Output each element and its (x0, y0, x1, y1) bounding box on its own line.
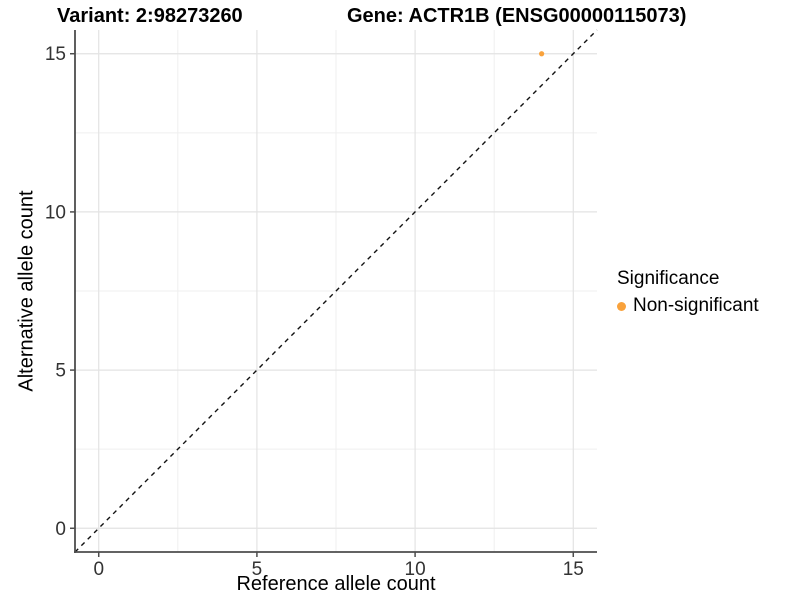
plot-title-variant: Variant: 2:98273260 (57, 5, 243, 27)
y-tick-label: 15 (45, 44, 66, 65)
legend-point-icon (617, 301, 626, 311)
legend-item-non-significant: Non-significant (617, 295, 759, 317)
y-axis-title: Alternative allele count (15, 190, 38, 392)
legend: Significance Non-significant (617, 268, 759, 317)
y-tick-label: 10 (45, 202, 66, 223)
legend-item-label: Non-significant (633, 295, 759, 316)
data-point (539, 51, 545, 57)
x-axis-title: Reference allele count (236, 573, 436, 595)
identity-dashed-line (74, 29, 598, 553)
x-tick-label: 15 (563, 559, 584, 580)
plot-title-gene: Gene: ACTR1B (ENSG00000115073) (347, 5, 687, 27)
x-tick-label: 5 (252, 559, 263, 580)
y-tick-label: 5 (55, 361, 66, 382)
x-tick-label: 10 (405, 559, 426, 580)
y-tick-label: 0 (55, 519, 66, 540)
legend-title: Significance (617, 268, 720, 289)
x-tick-label: 0 (93, 559, 104, 580)
